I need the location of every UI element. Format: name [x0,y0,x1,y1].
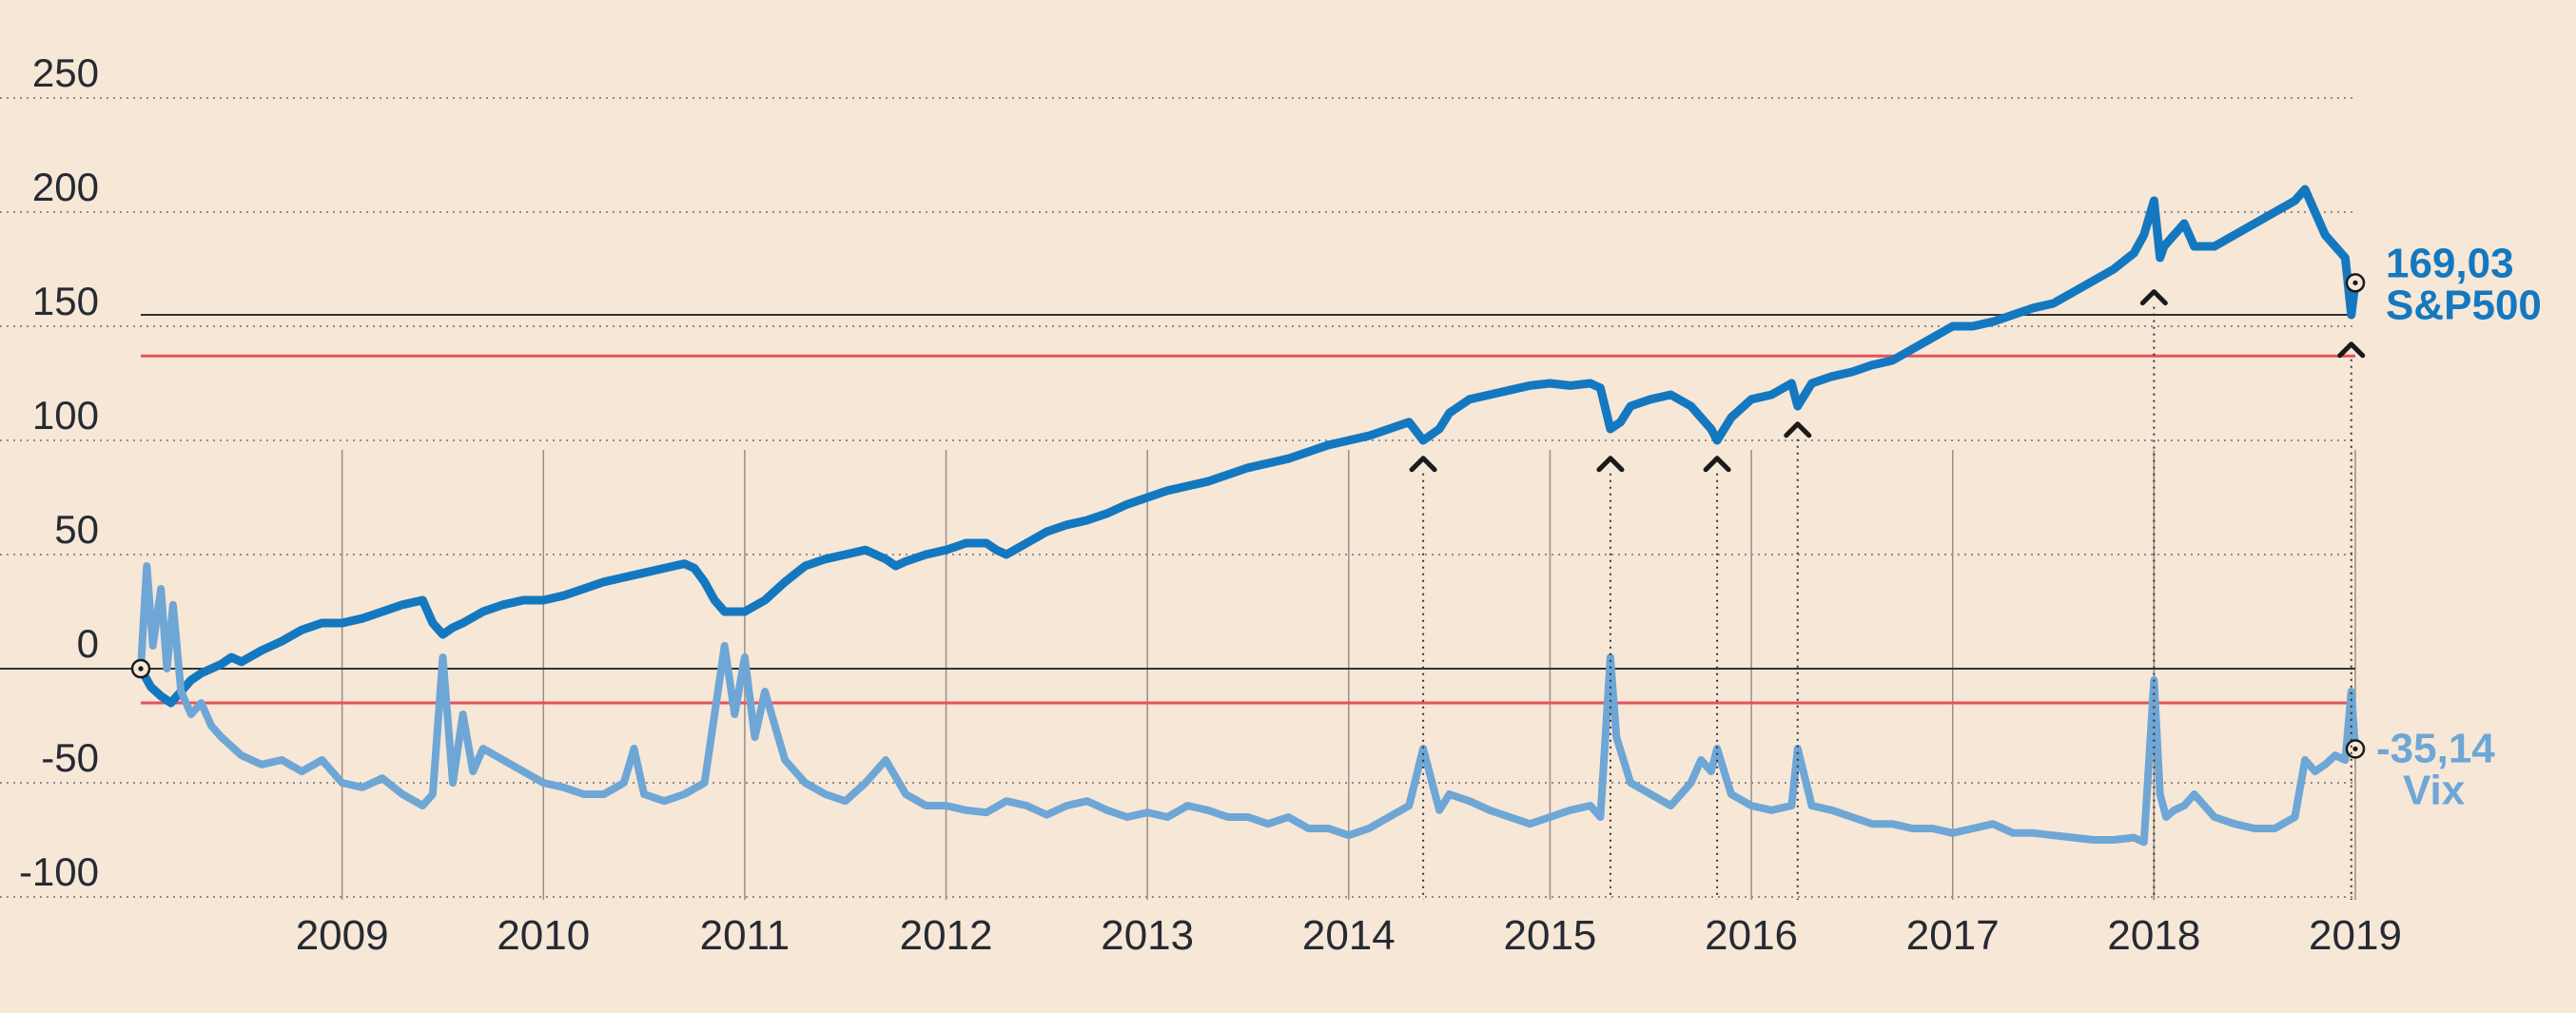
chevron-marker [1703,456,1731,473]
y-tick-label: 0 [77,621,99,666]
series-group [136,185,2360,847]
x-tick-label: 2016 [1705,912,1798,959]
y-tick-label: 50 [54,507,99,552]
x-tick-label: 2013 [1101,912,1194,959]
end-point-dot [2352,280,2358,285]
x-tick-label: 2018 [2107,912,2200,959]
year-lines [341,450,2356,900]
chevron-marker [2139,289,2168,306]
y-tick-label: -100 [19,849,99,894]
y-tick-label: 200 [32,165,99,209]
chevron-marker [1596,456,1625,473]
marker-group [130,273,2366,900]
x-axis: 2009 2010 2011 2012 2013 2014 2015 2016 2017 2018… [296,912,2402,959]
y-tick-label: 100 [32,393,99,438]
y-tick-label: 150 [32,279,99,323]
x-tick-label: 2011 [700,912,790,959]
x-tick-label: 2010 [497,912,590,959]
gridlines [0,97,2355,898]
series-name-label: Vix [2403,767,2466,813]
y-tick-label: 250 [32,50,99,95]
x-tick-label: 2017 [1906,912,2000,959]
chevron-marker [1784,421,1812,438]
x-tick-label: 2012 [900,912,993,959]
end-point-dot [2352,746,2358,751]
x-tick-label: 2009 [296,912,389,959]
series-line-vix [137,562,2359,847]
reference-lines [0,314,2355,705]
start-point-dot [138,666,144,672]
end-value-label: 169,03 [2386,240,2514,286]
y-axis: 250 200 150 100 50 0 -50 -100 [19,50,99,894]
x-tick-label: 2014 [1302,912,1395,959]
y-tick-label: -50 [41,735,99,780]
series-line-sp500 [136,185,2360,708]
x-tick-label: 2019 [2309,912,2402,959]
end-value-label: -35,14 [2376,725,2495,771]
chevron-marker [1409,456,1437,473]
chevron-marker [2337,341,2366,359]
x-tick-label: 2015 [1504,912,1597,959]
series-name-label: S&P500 [2386,282,2542,328]
